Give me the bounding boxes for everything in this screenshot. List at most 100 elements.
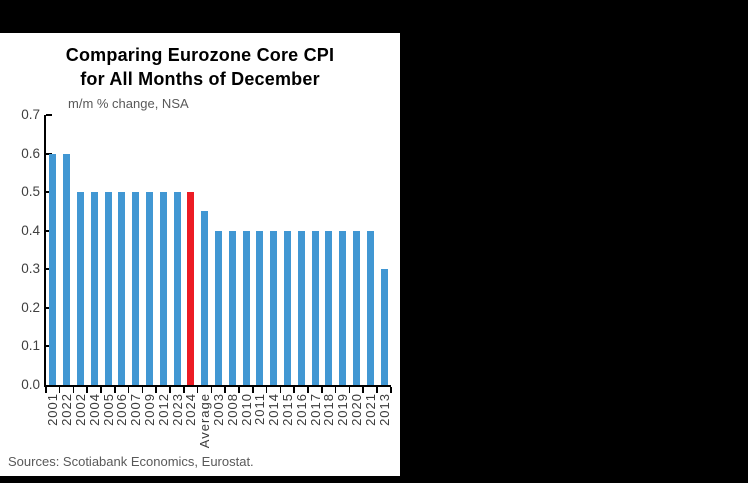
y-axis-tick-label: 0.1 <box>21 338 40 354</box>
plot-area: 0.7 0.6 0.5 0.4 0.3 0.2 0.1 0.0 2001 2022 2002 2004… <box>0 33 400 476</box>
x-tick <box>321 387 323 393</box>
bar-2019 <box>339 230 347 385</box>
y-axis-tick-label: 0.5 <box>21 184 40 200</box>
x-tick <box>224 387 226 393</box>
y-axis-tick-label: 0.7 <box>21 107 40 122</box>
x-tick <box>86 387 88 393</box>
x-tick <box>155 387 157 393</box>
x-tick <box>58 387 61 393</box>
bar-2024 <box>187 192 195 385</box>
chart-subtitle: m/m % change, NSA <box>68 96 189 111</box>
bar-2006 <box>118 192 126 385</box>
y-tick <box>46 268 52 271</box>
y-tick <box>46 152 52 155</box>
y-tick <box>46 345 52 348</box>
x-axis-tick-label-2010: 2010 <box>238 393 254 426</box>
x-axis-tick-label-2019: 2019 <box>335 393 351 426</box>
x-tick <box>127 387 130 393</box>
x-axis-tick-label-2001: 2001 <box>45 393 61 426</box>
bar-2023 <box>173 192 181 385</box>
x-tick <box>362 387 364 393</box>
y-tick <box>46 229 52 232</box>
x-axis-tick-label-2021: 2021 <box>362 393 378 426</box>
bar-2009 <box>146 192 153 385</box>
x-tick <box>45 387 47 393</box>
x-axis-tick-label-2012: 2012 <box>155 393 171 426</box>
bar-2004 <box>90 192 98 385</box>
y-axis-tick-label: 0.6 <box>21 145 40 161</box>
x-axis-tick-label-2004: 2004 <box>86 393 102 426</box>
x-axis-tick-label-2014: 2014 <box>266 393 282 426</box>
y-axis-tick-label: 0.4 <box>21 222 40 238</box>
bar-2007 <box>132 192 140 385</box>
x-axis-tick-label-2020: 2020 <box>349 393 364 426</box>
x-tick <box>114 387 116 393</box>
x-axis-tick-label-2007: 2007 <box>128 393 144 426</box>
bar-2005 <box>104 192 112 385</box>
x-tick <box>279 387 282 393</box>
x-tick <box>334 387 337 393</box>
y-axis-tick-label: 0.3 <box>21 261 40 277</box>
x-tick <box>183 387 185 393</box>
bar-2001 <box>49 153 57 385</box>
x-tick <box>169 387 171 393</box>
y-tick <box>46 114 52 116</box>
x-axis-tick-label-2005: 2005 <box>100 393 116 426</box>
chart-title: Comparing Eurozone Core CPI for All Mont… <box>0 43 400 91</box>
x-tick <box>196 387 199 393</box>
x-tick <box>252 387 254 393</box>
bar-2010 <box>242 230 250 385</box>
bar-2008 <box>228 230 236 385</box>
x-axis-tick-label-2013: 2013 <box>376 393 392 426</box>
chart-title-line1: Comparing Eurozone Core CPI <box>65 45 335 65</box>
bar-2021 <box>366 230 374 385</box>
bar-2016 <box>297 230 305 385</box>
bar-2012 <box>159 192 167 385</box>
x-tick <box>72 387 75 393</box>
bar-2017 <box>311 230 319 385</box>
bar-2018 <box>325 230 333 385</box>
x-axis-tick-label-2006: 2006 <box>114 393 130 426</box>
x-tick <box>348 387 351 393</box>
x-tick <box>141 387 144 393</box>
x-axis-tick-label-2011: 2011 <box>252 393 268 425</box>
y-axis-line <box>44 115 46 387</box>
x-axis-tick-label-2002: 2002 <box>73 393 88 426</box>
bar-2011 <box>256 230 264 385</box>
y-tick <box>46 191 52 194</box>
x-axis-tick-label-2022: 2022 <box>59 393 75 426</box>
x-tick <box>210 387 213 393</box>
bar-2003 <box>215 230 222 385</box>
bar-2013 <box>380 269 388 385</box>
x-axis-tick-label-2009: 2009 <box>142 393 157 426</box>
x-axis-line <box>44 385 391 387</box>
chart-panel: Comparing Eurozone Core CPI for All Mont… <box>0 33 400 476</box>
x-tick <box>293 387 295 393</box>
x-tick <box>238 387 240 393</box>
x-axis-tick-label-2015: 2015 <box>280 393 295 426</box>
y-tick <box>46 306 52 309</box>
bar-2020 <box>353 230 360 385</box>
x-axis-tick-label-2003: 2003 <box>211 393 226 426</box>
bar-2015 <box>284 230 291 385</box>
bar-average <box>201 211 209 385</box>
x-axis-tick-label-2018: 2018 <box>321 393 337 426</box>
x-axis-tick-label-2017: 2017 <box>307 393 323 426</box>
x-axis-tick-label-2023: 2023 <box>169 393 185 426</box>
x-tick <box>390 387 392 393</box>
y-axis-tick-label: 0.2 <box>21 299 40 315</box>
source-note: Sources: Scotiabank Economics, Eurostat. <box>8 454 254 469</box>
bar-2002 <box>77 192 84 385</box>
x-axis-tick-label-2016: 2016 <box>293 393 309 426</box>
chart-title-line2: for All Months of December <box>80 69 320 89</box>
y-axis-tick-label: 0.0 <box>21 377 40 392</box>
x-tick <box>376 387 378 393</box>
x-tick <box>100 387 102 393</box>
x-tick <box>307 387 309 393</box>
x-axis-tick-label-2008: 2008 <box>224 393 240 426</box>
x-tick <box>265 387 268 393</box>
x-axis-tick-label-average: Average <box>197 393 213 449</box>
bar-2014 <box>270 230 278 385</box>
x-axis-tick-label-2024: 2024 <box>183 393 199 426</box>
